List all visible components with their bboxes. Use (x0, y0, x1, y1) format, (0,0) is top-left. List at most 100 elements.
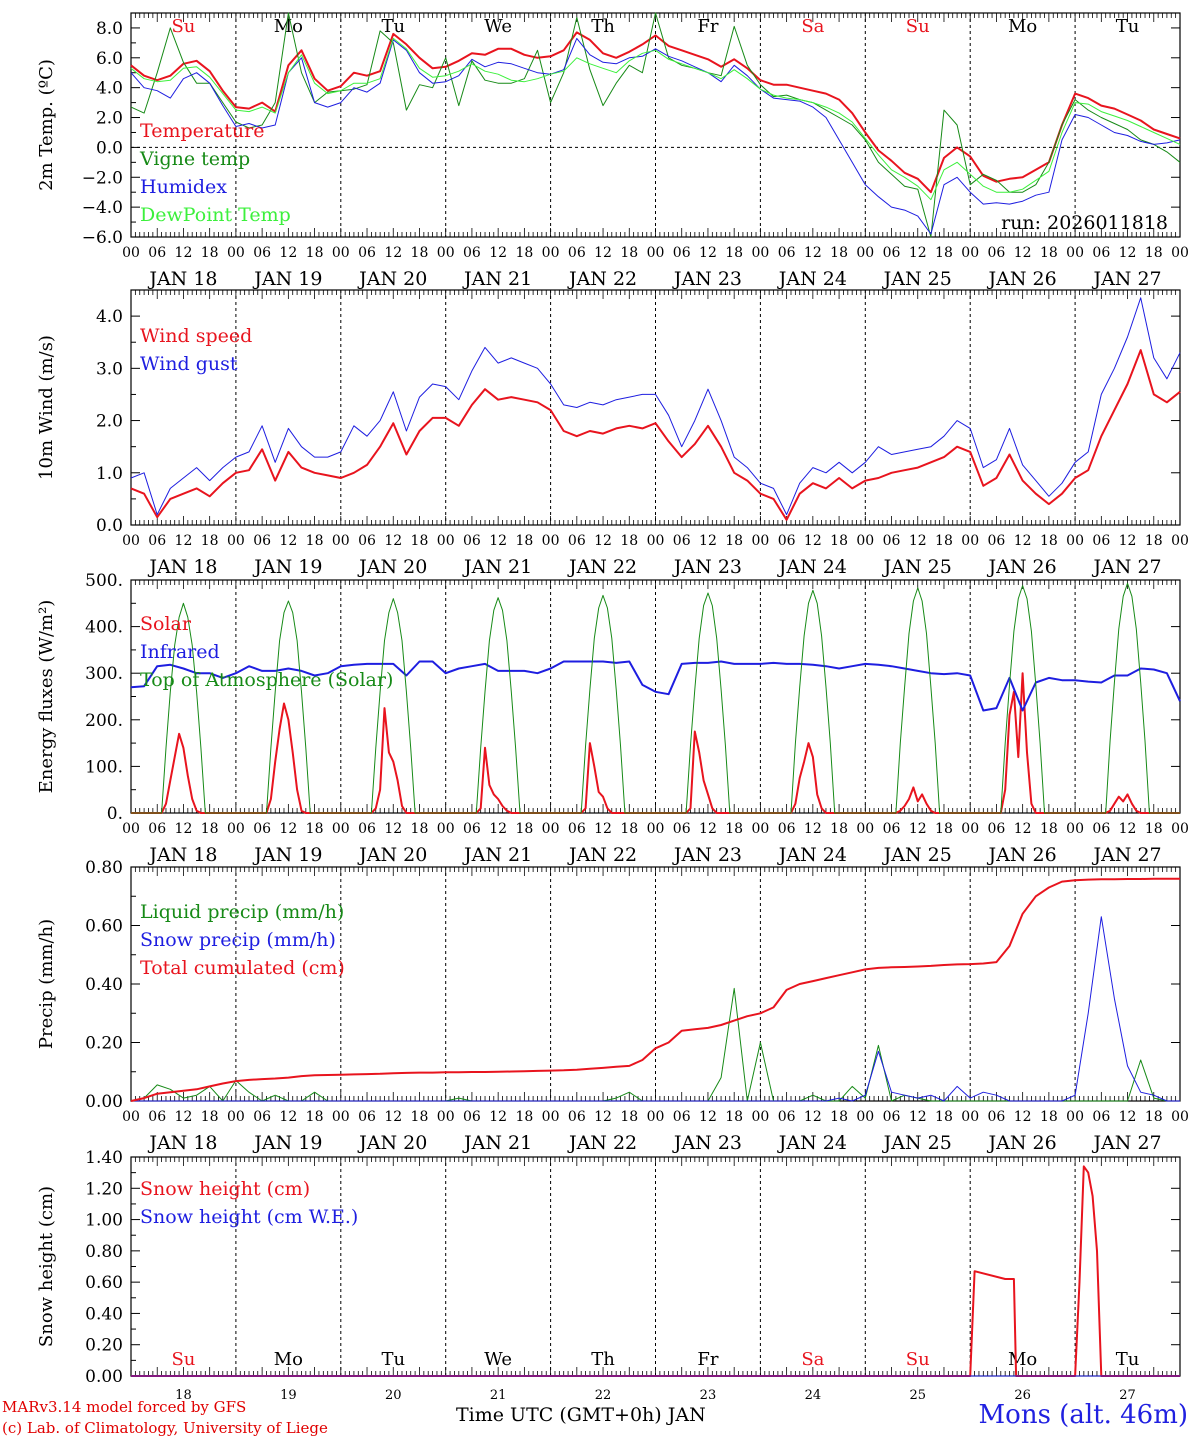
short-date-label: 21 (490, 1388, 507, 1403)
hour-label: 06 (463, 245, 481, 261)
hour-label: 12 (909, 1109, 927, 1125)
hour-label: 00 (1171, 1109, 1189, 1125)
hour-label: 12 (804, 533, 822, 549)
hour-label: 00 (1171, 533, 1189, 549)
y-tick-label: 2.0 (96, 109, 123, 129)
hour-label: 00 (1066, 821, 1084, 837)
y-tick-label: 0.0 (96, 516, 123, 536)
hour-label: 06 (883, 1109, 901, 1125)
series-line-top-of-atmosphere-solar (131, 582, 1180, 814)
hour-label: 00 (1066, 245, 1084, 261)
hour-label: 18 (1040, 533, 1058, 549)
legend-entry: Snow precip (mm/h) (140, 929, 336, 951)
series-line-infrared (130, 660, 1181, 712)
date-label: JAN 25 (882, 844, 952, 866)
y-axis-title: 10m Wind (m/s) (36, 335, 57, 480)
short-date-label: 20 (385, 1388, 402, 1403)
hour-label: 06 (778, 821, 796, 837)
date-label: JAN 19 (252, 556, 322, 578)
hour-label: 06 (673, 821, 691, 837)
date-label: JAN 25 (882, 268, 952, 290)
series-line-snow-height-cm (131, 1165, 1180, 1377)
hour-label: 18 (411, 533, 429, 549)
hour-label: 06 (358, 1109, 376, 1125)
hour-label: 00 (227, 821, 245, 837)
date-label: JAN 22 (567, 268, 637, 290)
hour-label: 12 (384, 245, 402, 261)
hour-label: 12 (699, 1109, 717, 1125)
hour-label: 06 (778, 245, 796, 261)
hour-label: 12 (279, 533, 297, 549)
hour-label: 12 (909, 245, 927, 261)
hour-label: 12 (1014, 533, 1032, 549)
hour-label: 00 (437, 1109, 455, 1125)
hour-label: 18 (306, 533, 324, 549)
y-axis-title: Precip (mm/h) (36, 919, 57, 1049)
panel-precip: 0.00 0.20 0.40 0.60 0.80 Precip (mm/h) 00 06 12 1… (36, 858, 1189, 1154)
y-tick-label: 0.40 (85, 975, 123, 995)
hour-label: 12 (699, 533, 717, 549)
hour-label: 00 (751, 533, 769, 549)
day-name: Su (906, 1349, 930, 1370)
hour-label: 06 (1092, 245, 1110, 261)
date-label: JAN 27 (1091, 844, 1161, 866)
date-label: JAN 19 (252, 1132, 322, 1154)
hour-label: 12 (489, 245, 507, 261)
hour-label: 12 (909, 821, 927, 837)
hour-label: 00 (227, 245, 245, 261)
date-label: JAN 26 (987, 844, 1057, 866)
hour-label: 06 (673, 533, 691, 549)
hour-label: 00 (961, 245, 979, 261)
day-name: Mo (1008, 1349, 1037, 1370)
y-tick-label: 3.0 (96, 359, 123, 379)
date-label: JAN 25 (882, 556, 952, 578)
hour-label: 06 (148, 1109, 166, 1125)
hour-label: 06 (463, 1109, 481, 1125)
hour-label: 00 (961, 821, 979, 837)
hour-label: 12 (384, 533, 402, 549)
hour-label: 00 (856, 245, 874, 261)
hour-label: 00 (542, 533, 560, 549)
hour-label: 00 (647, 821, 665, 837)
y-tick-label: 4.0 (96, 307, 123, 327)
hour-label: 06 (358, 533, 376, 549)
legend-entry: Total cumulated (cm) (140, 957, 345, 979)
hour-label: 00 (122, 533, 140, 549)
legend-entry: Humidex (140, 176, 227, 198)
hour-label: 00 (542, 1109, 560, 1125)
hour-label: 18 (725, 533, 743, 549)
y-tick-label: 500. (85, 571, 123, 591)
hour-label: 12 (175, 245, 193, 261)
hour-label: 00 (856, 1109, 874, 1125)
hour-label: 00 (1171, 245, 1189, 261)
date-label: JAN 24 (777, 1132, 847, 1154)
short-date-label: 19 (280, 1388, 297, 1403)
hour-label: 18 (515, 245, 533, 261)
hour-label: 00 (751, 245, 769, 261)
day-name: Mo (274, 1349, 303, 1370)
hour-label: 18 (620, 245, 638, 261)
hour-label: 00 (961, 533, 979, 549)
panel-temperature: −6.0 −4.0 −2.0 0.0 2.0 4.0 6.0 8.0 2m Temp. (ºC)… (36, 12, 1189, 290)
hour-label: 00 (1171, 821, 1189, 837)
hour-label: 00 (647, 245, 665, 261)
hour-label: 18 (515, 533, 533, 549)
series-line-wind-gust (130, 297, 1181, 516)
short-date-label: 18 (175, 1388, 192, 1403)
date-label: JAN 24 (777, 844, 847, 866)
series-line-total-cumulated-cm (130, 877, 1180, 1102)
y-tick-label: 4.0 (96, 79, 123, 99)
hour-label: 18 (306, 1109, 324, 1125)
hour-label: 06 (253, 821, 271, 837)
date-label: JAN 18 (147, 1132, 217, 1154)
hour-label: 18 (620, 533, 638, 549)
hour-label: 00 (542, 821, 560, 837)
hour-label: 18 (830, 821, 848, 837)
hour-label: 18 (411, 1109, 429, 1125)
hour-label: 12 (175, 1109, 193, 1125)
hour-label: 12 (594, 1109, 612, 1125)
hour-label: 18 (306, 245, 324, 261)
hour-label: 12 (489, 533, 507, 549)
date-label: JAN 18 (147, 268, 217, 290)
